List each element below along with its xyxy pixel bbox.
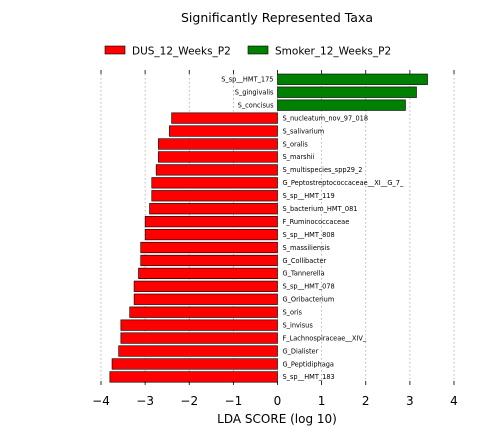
bars (109, 73, 428, 383)
x-tick-label: 1 (318, 394, 326, 408)
bar-label: S_nucleatum_nov_97_018 (283, 114, 369, 122)
bar (118, 345, 278, 357)
bar-label: G_Dialister (283, 347, 319, 355)
x-tick-label: −4 (92, 394, 110, 408)
bar-label: S_salivarium (283, 127, 325, 135)
bar-label: S_concisus (238, 101, 274, 109)
bar-label: S_gingivalis (235, 89, 274, 97)
x-axis: −4 −3 −2 −1 0 1 2 3 4 (92, 70, 458, 408)
bar (158, 138, 278, 150)
bar (144, 228, 278, 241)
x-tick-label: 3 (406, 394, 414, 408)
bar (109, 371, 278, 383)
bar-labels: S_sp__HMT_175 S_gingivalis S_concisus S_nuc… (221, 76, 404, 382)
legend-swatch-smoker (247, 45, 269, 55)
bar-label: S_sp__HMT_175 (221, 76, 273, 84)
bar (133, 293, 278, 305)
bar-label: S_sp__HMT_119 (283, 192, 335, 200)
bar (277, 73, 428, 85)
bar (151, 177, 278, 189)
bar (144, 216, 278, 228)
bar (133, 280, 278, 292)
bar (171, 112, 278, 124)
x-tick-label: 2 (362, 394, 370, 408)
bar (277, 86, 417, 98)
bar-label: F_Ruminococcaceae (283, 218, 350, 226)
x-axis-label: LDA SCORE (log 10) (217, 412, 337, 426)
bar (138, 267, 278, 280)
legend-swatch-dus (104, 45, 126, 55)
bar-label: G_Collibacter (283, 257, 327, 265)
bar (277, 99, 406, 111)
bar (140, 254, 278, 267)
bar (140, 241, 278, 254)
bar (158, 151, 278, 163)
bar (155, 164, 278, 176)
bar (169, 125, 278, 137)
bar-label: S_invisus (283, 321, 314, 329)
bar-label: S_bacterium_HMT_081 (283, 205, 358, 213)
bar (120, 319, 278, 331)
bar-label: S_oralis (283, 140, 309, 148)
bar-label: S_massiliensis (283, 244, 331, 252)
bar-label: G_Peptostreptococcaceae__XI__G_7_ (283, 179, 404, 187)
legend-label-smoker: Smoker_12_Weeks_P2 (275, 46, 391, 58)
bar-label: S_sp__HMT_183 (283, 373, 335, 381)
bar-label: S_sp__HMT_078 (283, 283, 335, 291)
bar (149, 203, 278, 215)
x-tick-label: 4 (450, 394, 458, 408)
bar-label: G_Peptidiphaga (283, 360, 334, 368)
x-tick-label: −2 (180, 394, 198, 408)
bar-label: F_Lachnospiraceae__XIV_ (283, 334, 367, 342)
bar (120, 332, 278, 344)
legend: DUS_12_Weeks_P2 Smoker_12_Weeks_P2 (104, 45, 391, 58)
bar-label: S_sp__HMT_808 (283, 231, 335, 239)
bar-label: G_Oribacterium (283, 296, 335, 304)
x-tick-label: −3 (136, 394, 154, 408)
bar-label: S_oris (283, 309, 303, 317)
bar (129, 306, 278, 318)
bar (151, 190, 278, 202)
bar (111, 358, 278, 370)
bar-label: G_Tannerella (283, 270, 325, 278)
bar-label: S_multispecies_spp29_2 (283, 166, 363, 174)
bar-label: S_marshii (283, 153, 315, 161)
x-tick-label: −1 (225, 394, 243, 408)
x-tick-label: 0 (274, 394, 282, 408)
legend-label-dus: DUS_12_Weeks_P2 (132, 46, 231, 58)
chart-title: Significantly Represented Taxa (181, 10, 373, 25)
